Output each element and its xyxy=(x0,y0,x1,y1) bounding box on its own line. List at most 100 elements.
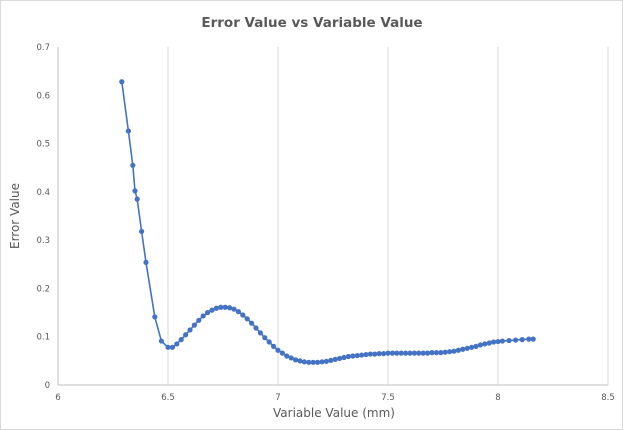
data-point xyxy=(275,347,281,353)
axes xyxy=(57,47,608,386)
data-point xyxy=(381,351,387,357)
series-line xyxy=(121,81,534,364)
data-point xyxy=(438,350,444,356)
data-point xyxy=(200,313,206,319)
data-point xyxy=(213,305,219,311)
x-tick-label: 7 xyxy=(275,393,280,403)
data-point xyxy=(139,228,145,235)
x-tick-label: 6.5 xyxy=(161,393,175,403)
data-point xyxy=(469,344,475,350)
data-point xyxy=(196,317,202,323)
data-point xyxy=(315,359,321,365)
y-tick-label: 0.7 xyxy=(36,43,50,53)
data-point xyxy=(240,312,246,318)
data-point xyxy=(266,339,272,345)
data-point xyxy=(152,314,158,320)
data-point xyxy=(301,359,307,365)
data-point xyxy=(279,350,285,356)
data-point xyxy=(403,350,409,356)
data-point xyxy=(183,332,189,338)
y-tick-label: 0 xyxy=(45,381,50,391)
data-point xyxy=(442,349,448,355)
data-point xyxy=(310,359,316,365)
data-point xyxy=(464,345,470,351)
data-point xyxy=(513,337,519,343)
data-point xyxy=(288,355,294,361)
data-point xyxy=(319,359,325,365)
data-point xyxy=(262,335,268,341)
data-point xyxy=(359,352,365,358)
data-point xyxy=(222,304,228,310)
data-point xyxy=(227,305,233,311)
data-point xyxy=(134,196,140,202)
data-point xyxy=(519,337,525,343)
data-point xyxy=(363,351,369,358)
data-point xyxy=(257,330,263,336)
data-point xyxy=(165,344,171,350)
data-point xyxy=(530,336,536,342)
data-point xyxy=(306,359,312,365)
data-point xyxy=(433,350,439,356)
data-point xyxy=(209,307,215,313)
data-point xyxy=(337,355,343,362)
data-point xyxy=(253,325,259,331)
data-point xyxy=(341,354,347,361)
data-point xyxy=(411,350,417,356)
data-point xyxy=(499,338,505,344)
y-tick-label: 0.2 xyxy=(36,284,50,294)
data-point xyxy=(218,304,224,310)
data-point xyxy=(486,340,492,346)
data-point xyxy=(271,343,277,349)
data-point xyxy=(394,350,400,356)
data-point xyxy=(354,352,360,359)
y-tick-label: 0.3 xyxy=(36,236,50,246)
data-point xyxy=(389,350,395,356)
data-point xyxy=(451,348,457,354)
x-tick-label: 8.5 xyxy=(601,393,615,403)
data-point xyxy=(328,357,334,363)
x-tick-label: 8 xyxy=(495,393,500,403)
data-point xyxy=(249,320,255,326)
y-tick-label: 0.6 xyxy=(36,91,50,101)
data-point xyxy=(367,351,373,357)
data-point xyxy=(455,347,461,353)
data-point xyxy=(482,341,488,347)
data-point xyxy=(407,350,413,356)
data-point xyxy=(460,346,466,352)
data-point xyxy=(132,188,138,194)
data-point xyxy=(506,337,512,344)
data-point xyxy=(178,337,184,343)
data-point xyxy=(526,336,532,342)
data-point xyxy=(169,344,175,350)
data-point xyxy=(235,309,241,315)
data-point xyxy=(125,128,131,134)
data-point xyxy=(420,350,426,356)
x-tick-label: 7.5 xyxy=(381,393,395,403)
data-point xyxy=(174,341,180,347)
data-point xyxy=(187,327,193,333)
data-point xyxy=(398,350,404,356)
x-axis-title: Variable Value (mm) xyxy=(273,406,395,420)
data-point xyxy=(205,309,211,316)
y-axis-title: Error Value xyxy=(8,183,22,249)
data-point xyxy=(376,351,382,357)
data-point xyxy=(284,353,290,359)
data-point xyxy=(191,322,197,328)
data-point xyxy=(416,350,422,356)
data-point xyxy=(425,350,431,356)
y-tick-label: 0.4 xyxy=(36,188,50,198)
data-point xyxy=(119,79,125,85)
data-point xyxy=(158,338,164,344)
data-point xyxy=(491,339,497,345)
y-tick-label: 0.1 xyxy=(36,333,50,343)
data-point xyxy=(244,316,250,322)
data-point xyxy=(477,342,483,348)
data-point xyxy=(429,350,435,356)
data-point xyxy=(130,162,136,168)
y-tick-label: 0.5 xyxy=(36,140,50,150)
data-point xyxy=(297,358,303,364)
data-point xyxy=(473,343,479,349)
data-point xyxy=(345,353,351,360)
